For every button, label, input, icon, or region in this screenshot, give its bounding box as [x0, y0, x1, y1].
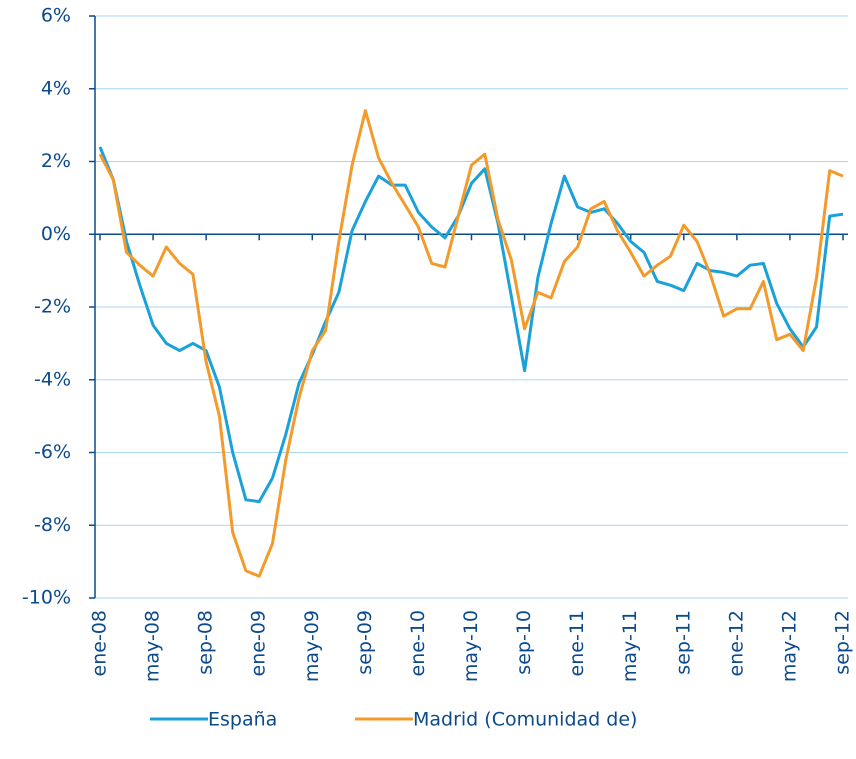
x-tick-label: sep-12: [832, 610, 854, 675]
x-tick-label: sep-09: [354, 610, 376, 675]
legend-label: Madrid (Comunidad de): [413, 709, 637, 731]
y-tick-label: -2%: [34, 296, 71, 318]
x-tick-label: sep-11: [672, 610, 694, 675]
y-tick-label: 0%: [41, 223, 71, 245]
x-tick-label: may-10: [460, 610, 482, 682]
x-tick-label: sep-10: [513, 610, 535, 675]
x-tick-label: may-08: [142, 610, 164, 682]
x-tick-label: may-09: [301, 610, 323, 682]
y-tick-label: -10%: [22, 587, 71, 609]
y-tick-label: -8%: [34, 514, 71, 536]
x-tick-label: ene-10: [407, 610, 429, 676]
x-tick-label: ene-11: [566, 610, 588, 676]
x-tick-label: sep-08: [195, 610, 217, 675]
series-line: [98, 146, 844, 504]
x-tick-label: ene-09: [248, 610, 270, 676]
legend-label: España: [208, 709, 277, 731]
x-tick-label: ene-12: [725, 610, 747, 676]
x-tick-label: may-12: [778, 610, 800, 682]
series-line: [98, 109, 844, 578]
y-tick-label: 6%: [41, 5, 71, 27]
y-tick-label: -6%: [34, 441, 71, 463]
x-tick-label: ene-08: [89, 610, 111, 676]
y-tick-label: 4%: [41, 77, 71, 99]
x-tick-label: may-11: [619, 610, 641, 682]
y-tick-label: 2%: [41, 150, 71, 172]
y-tick-label: -4%: [34, 368, 71, 390]
